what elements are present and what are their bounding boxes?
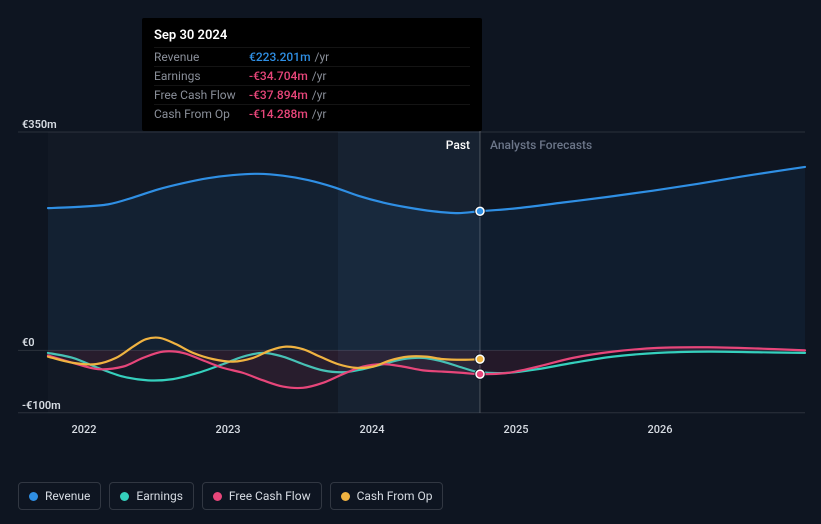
legend-dot-icon xyxy=(341,492,350,501)
past-region-label: Past xyxy=(446,138,470,152)
chart-svg xyxy=(18,126,805,464)
legend-dot-icon xyxy=(29,492,38,501)
forecast-region-label: Analysts Forecasts xyxy=(490,138,592,152)
tooltip-value: €223.201m xyxy=(249,50,311,64)
legend-item-revenue[interactable]: Revenue xyxy=(18,482,101,510)
y-axis-label: €0 xyxy=(22,336,35,349)
legend-item-earnings[interactable]: Earnings xyxy=(109,482,194,510)
x-axis-label: 2022 xyxy=(71,423,96,436)
legend-label: Earnings xyxy=(136,489,183,503)
tooltip-unit: /yr xyxy=(312,107,327,121)
tooltip-unit: /yr xyxy=(312,88,327,102)
legend-label: Free Cash Flow xyxy=(229,489,311,503)
x-axis-label: 2024 xyxy=(359,423,384,436)
tooltip-row-fcf: Free Cash Flow -€37.894m /yr xyxy=(154,85,470,104)
tooltip-label: Revenue xyxy=(154,50,249,64)
x-axis-label: 2025 xyxy=(503,423,528,436)
x-axis-label: 2026 xyxy=(647,423,672,436)
tooltip-value: -€34.704m xyxy=(249,69,308,83)
plot-area[interactable]: €350m€0-€100m20222023202420252026PastAna… xyxy=(18,126,805,464)
tooltip-row-earnings: Earnings -€34.704m /yr xyxy=(154,66,470,85)
tooltip-row-cfo: Cash From Op -€14.288m /yr xyxy=(154,104,470,123)
legend-item-cfo[interactable]: Cash From Op xyxy=(330,482,444,510)
tooltip-unit: /yr xyxy=(315,50,330,64)
chart-tooltip: Sep 30 2024 Revenue €223.201m /yr Earnin… xyxy=(142,18,482,131)
legend-dot-icon xyxy=(213,492,222,501)
tooltip-value: -€14.288m xyxy=(249,107,308,121)
legend-label: Cash From Op xyxy=(357,489,433,503)
financials-chart: Sep 30 2024 Revenue €223.201m /yr Earnin… xyxy=(18,18,805,510)
tooltip-value: -€37.894m xyxy=(249,88,308,102)
tooltip-label: Earnings xyxy=(154,69,249,83)
x-axis-label: 2023 xyxy=(215,423,240,436)
y-axis-label: €350m xyxy=(22,118,57,131)
legend-label: Revenue xyxy=(45,489,90,503)
legend-dot-icon xyxy=(120,492,129,501)
legend-item-fcf[interactable]: Free Cash Flow xyxy=(202,482,322,510)
tooltip-label: Free Cash Flow xyxy=(154,88,249,102)
tooltip-unit: /yr xyxy=(312,69,327,83)
y-axis-label: -€100m xyxy=(22,399,61,412)
tooltip-label: Cash From Op xyxy=(154,107,249,121)
tooltip-date: Sep 30 2024 xyxy=(154,28,470,43)
tooltip-row-revenue: Revenue €223.201m /yr xyxy=(154,47,470,66)
legend: Revenue Earnings Free Cash Flow Cash Fro… xyxy=(18,482,443,510)
